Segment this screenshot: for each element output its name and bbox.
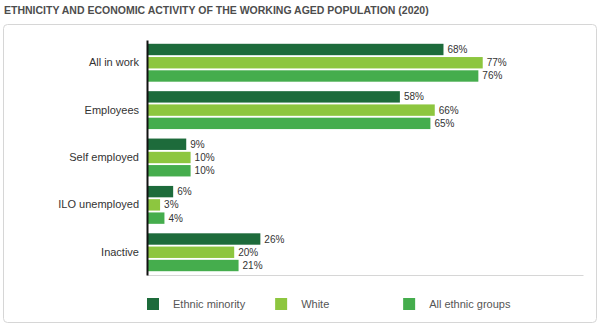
bar xyxy=(147,91,400,102)
data-label: 66% xyxy=(439,105,459,116)
plot: 68% 58% 9% 6% 26% 77% 66% 10% 3% 20% 76% 65% 10% 4% 21… xyxy=(58,41,583,276)
legend: Ethnic minority White All ethnic groups xyxy=(147,298,511,310)
y-tick: Self employed xyxy=(69,151,147,163)
data-label: 68% xyxy=(447,44,467,55)
y-axis: All in work Employees Self employed ILO une… xyxy=(58,41,147,276)
chart: ETHNICITY AND ECONOMIC ACTIVITY OF THE W… xyxy=(0,0,600,326)
legend-label: White xyxy=(301,298,329,310)
bar xyxy=(147,212,164,223)
bar xyxy=(147,104,435,115)
y-tick-label: ILO unemployed xyxy=(58,198,139,210)
data-label: 6% xyxy=(177,186,192,197)
legend-swatch xyxy=(403,298,415,310)
bar xyxy=(147,152,191,163)
y-axis-line xyxy=(147,41,149,276)
y-tick: All in work xyxy=(89,56,147,68)
legend-item: All ethnic groups xyxy=(403,298,511,310)
data-label: 20% xyxy=(238,247,258,258)
data-label: 10% xyxy=(195,165,215,176)
legend-swatch xyxy=(275,298,287,310)
y-tick-label: All in work xyxy=(89,56,140,68)
x-axis-line xyxy=(148,275,584,276)
legend-item: Ethnic minority xyxy=(147,298,246,310)
data-label: 65% xyxy=(434,118,454,129)
y-tick: ILO unemployed xyxy=(58,198,147,210)
bar xyxy=(147,118,430,129)
legend-label: All ethnic groups xyxy=(429,298,511,310)
data-label: 9% xyxy=(190,139,205,150)
title: ETHNICITY AND ECONOMIC ACTIVITY OF THE W… xyxy=(4,4,429,16)
y-tick-label: Inactive xyxy=(101,246,139,258)
frame xyxy=(4,25,597,323)
bar xyxy=(147,70,478,81)
data-label: 26% xyxy=(264,234,284,245)
data-labels: 68% 58% 9% 6% 26% 77% 66% 10% 3% 20% 76% 65% 10% 4% 21… xyxy=(164,44,507,271)
data-label: 58% xyxy=(404,91,424,102)
bar xyxy=(147,186,173,197)
y-tick: Inactive xyxy=(101,246,147,258)
bar xyxy=(147,165,191,176)
bar xyxy=(147,139,186,150)
x-axis xyxy=(148,275,584,276)
data-label: 4% xyxy=(168,213,183,224)
y-tick-label: Employees xyxy=(85,104,140,116)
bar xyxy=(147,44,443,55)
bar xyxy=(147,260,239,271)
bar xyxy=(147,233,260,244)
bars xyxy=(147,44,483,271)
data-label: 76% xyxy=(482,70,502,81)
data-label: 21% xyxy=(243,260,263,271)
bar xyxy=(147,199,160,210)
bar xyxy=(147,57,483,68)
y-tick: Employees xyxy=(85,104,147,116)
data-label: 10% xyxy=(195,152,215,163)
data-label: 3% xyxy=(164,199,179,210)
y-tick-label: Self employed xyxy=(69,151,139,163)
data-label: 77% xyxy=(487,57,507,68)
legend-item: White xyxy=(275,298,329,310)
bar xyxy=(147,247,234,258)
legend-label: Ethnic minority xyxy=(173,298,246,310)
legend-swatch xyxy=(147,298,159,310)
